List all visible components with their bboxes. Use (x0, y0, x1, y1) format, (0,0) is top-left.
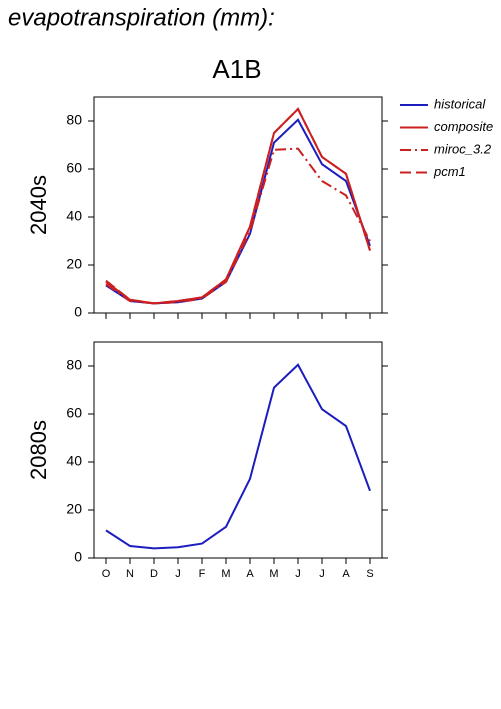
x-tick-label: O (102, 568, 111, 580)
x-tick-label: F (199, 568, 206, 580)
x-tick-label: J (319, 568, 325, 580)
legend-label: composite (434, 119, 493, 134)
data-line (105, 107, 371, 305)
y-tick-label: 20 (66, 256, 82, 272)
legend-label: pcm1 (433, 164, 466, 179)
y-axis-label: 2080s (26, 420, 51, 480)
x-tick-label: J (295, 568, 301, 580)
y-tick-label: 80 (66, 357, 82, 373)
y-tick-label: 0 (74, 304, 82, 320)
x-tick-label: M (221, 568, 230, 580)
x-tick-label: M (269, 568, 278, 580)
x-tick-label: N (126, 568, 134, 580)
legend-label: historical (434, 96, 486, 111)
y-tick-label: 60 (66, 405, 82, 421)
x-tick-label: D (150, 568, 158, 580)
figure-title: evapotranspiration (mm): (8, 4, 275, 31)
x-tick-label: A (246, 568, 254, 580)
plot-frame (93, 96, 383, 314)
x-tick-label: J (175, 568, 181, 580)
legend-label: miroc_3.2 (434, 141, 492, 156)
plot-frame (93, 341, 383, 559)
x-tick-label: S (366, 568, 373, 580)
y-tick-label: 40 (66, 208, 82, 224)
data-line (105, 107, 371, 305)
data-line (105, 363, 371, 550)
y-tick-label: 40 (66, 453, 82, 469)
y-tick-label: 20 (66, 501, 82, 517)
y-tick-label: 60 (66, 160, 82, 176)
y-tick-label: 80 (66, 112, 82, 128)
x-tick-label: A (342, 568, 350, 580)
y-tick-label: 0 (74, 549, 82, 565)
data-line (105, 118, 371, 305)
data-line (105, 147, 371, 305)
y-axis-label: 2040s (26, 175, 51, 235)
scenario-title: A1B (212, 54, 261, 84)
